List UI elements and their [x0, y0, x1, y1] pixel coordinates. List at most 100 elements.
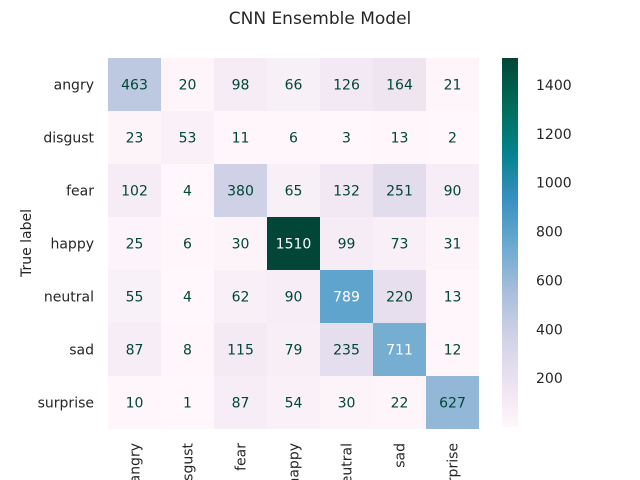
heatmap-cell-value: 6 — [183, 237, 192, 253]
heatmap-cell-value: 132 — [333, 184, 360, 200]
colorbar-tick-label: 400 — [536, 322, 563, 338]
heatmap-cell-value: 31 — [444, 237, 462, 253]
heatmap-cell — [267, 323, 320, 376]
heatmap-cell-value: 55 — [126, 290, 144, 306]
heatmap-cell — [267, 217, 320, 270]
heatmap-cell — [373, 376, 426, 429]
heatmap-cell — [161, 164, 214, 217]
row-tick-labels: angry disgust fear happy neutral sad surprise — [38, 78, 95, 412]
heatmap-cell-value: 62 — [232, 290, 250, 306]
heatmap-cell — [214, 111, 267, 164]
heatmap-cell-value: 90 — [444, 184, 462, 200]
heatmap-cell — [426, 323, 479, 376]
heatmap-cell — [267, 164, 320, 217]
heatmap-cell-value: 711 — [386, 343, 413, 359]
heatmap-cell — [373, 217, 426, 270]
colorbar-tick-label: 200 — [536, 371, 563, 387]
heatmap-cell-value: 87 — [126, 343, 144, 359]
heatmap-cell-value: 8 — [183, 343, 192, 359]
heatmap-cell — [108, 323, 161, 376]
heatmap-cell-value: 98 — [232, 78, 250, 94]
column-tick-label: eutral — [340, 443, 356, 480]
heatmap-cell — [320, 270, 373, 323]
chart-title: CNN Ensemble Model — [229, 9, 412, 29]
heatmap-cell-value: 11 — [232, 131, 250, 147]
heatmap-cell — [373, 111, 426, 164]
heatmap-cell-value: 22 — [391, 396, 409, 412]
heatmap-cell-value: 53 — [179, 131, 197, 147]
heatmap-cell-value: 102 — [121, 184, 148, 200]
heatmap-cell — [214, 164, 267, 217]
heatmap-cell-value: 1 — [183, 396, 192, 412]
heatmap-cell — [267, 58, 320, 111]
heatmap-cell — [320, 58, 373, 111]
heatmap-cell-value: 20 — [179, 78, 197, 94]
row-tick-label: sad — [69, 343, 94, 359]
heatmap-cell — [373, 323, 426, 376]
heatmap-cell — [320, 164, 373, 217]
row-tick-label: fear — [66, 184, 94, 200]
heatmap-cell — [161, 111, 214, 164]
colorbar-tick-labels: 200 400 600 800 1000 1200 1400 — [536, 78, 572, 387]
heatmap-cell-value: 25 — [126, 237, 144, 253]
column-tick-label: sad — [393, 443, 409, 468]
heatmap-cell-value: 21 — [444, 78, 462, 94]
heatmap-cell — [426, 164, 479, 217]
heatmap-cell-value: 463 — [121, 78, 148, 94]
heatmap-cell — [267, 270, 320, 323]
heatmap-cell — [108, 376, 161, 429]
heatmap-cell-value: 164 — [386, 78, 413, 94]
row-tick-label: angry — [54, 78, 94, 94]
heatmap-cell-value: 99 — [338, 237, 356, 253]
heatmap-cell-value: 30 — [338, 396, 356, 412]
row-tick-label: disgust — [43, 131, 94, 147]
heatmap-cell — [426, 376, 479, 429]
colorbar-tick-label: 1400 — [536, 78, 572, 94]
heatmap-cell-value: 251 — [386, 184, 413, 200]
column-tick-label: fear — [234, 443, 250, 471]
heatmap-cell-value: 220 — [386, 290, 413, 306]
heatmap-cell — [214, 270, 267, 323]
heatmap-cell-value: 789 — [333, 290, 360, 306]
colorbar-tick-label: 600 — [536, 273, 563, 289]
heatmap-cell-value: 90 — [285, 290, 303, 306]
heatmap-cell-value: 13 — [444, 290, 462, 306]
heatmap-cell-value: 3 — [342, 131, 351, 147]
heatmap-cell-value: 66 — [285, 78, 303, 94]
heatmap-cell-value: 235 — [333, 343, 360, 359]
y-axis-label: True label — [19, 209, 35, 278]
row-tick-label: surprise — [38, 396, 94, 412]
heatmap-cell — [161, 270, 214, 323]
heatmap-cell-value: 6 — [289, 131, 298, 147]
heatmap-cell — [320, 217, 373, 270]
heatmap-cell — [426, 217, 479, 270]
heatmap-cell — [108, 217, 161, 270]
heatmap-cell — [161, 376, 214, 429]
heatmap-cell — [426, 58, 479, 111]
colorbar-tick-label: 1000 — [536, 176, 572, 192]
heatmap-cell — [320, 323, 373, 376]
heatmap-cell — [267, 111, 320, 164]
heatmap-cell — [214, 217, 267, 270]
heatmap-cell-value: 4 — [183, 184, 192, 200]
heatmap-cell — [108, 58, 161, 111]
heatmap-cell — [320, 111, 373, 164]
heatmap-cell — [108, 111, 161, 164]
heatmap-cell — [108, 270, 161, 323]
heatmap-cell-value: 2 — [448, 131, 457, 147]
colorbar — [502, 58, 518, 427]
column-tick-label: sgust — [181, 442, 197, 480]
heatmap-cell-value: 54 — [285, 396, 303, 412]
heatmap-cell — [426, 111, 479, 164]
heatmap-cell — [426, 270, 479, 323]
heatmap-cell — [373, 270, 426, 323]
heatmap-cell-value: 1510 — [276, 237, 312, 253]
heatmap-cell-value: 87 — [232, 396, 250, 412]
colorbar-tick-label: 800 — [536, 225, 563, 241]
column-tick-labels: angry sgust fear happy eutral sad rprise — [128, 442, 462, 480]
heatmap-cell-value: 380 — [227, 184, 254, 200]
column-tick-label: rprise — [446, 443, 462, 480]
heatmap-cell — [373, 58, 426, 111]
